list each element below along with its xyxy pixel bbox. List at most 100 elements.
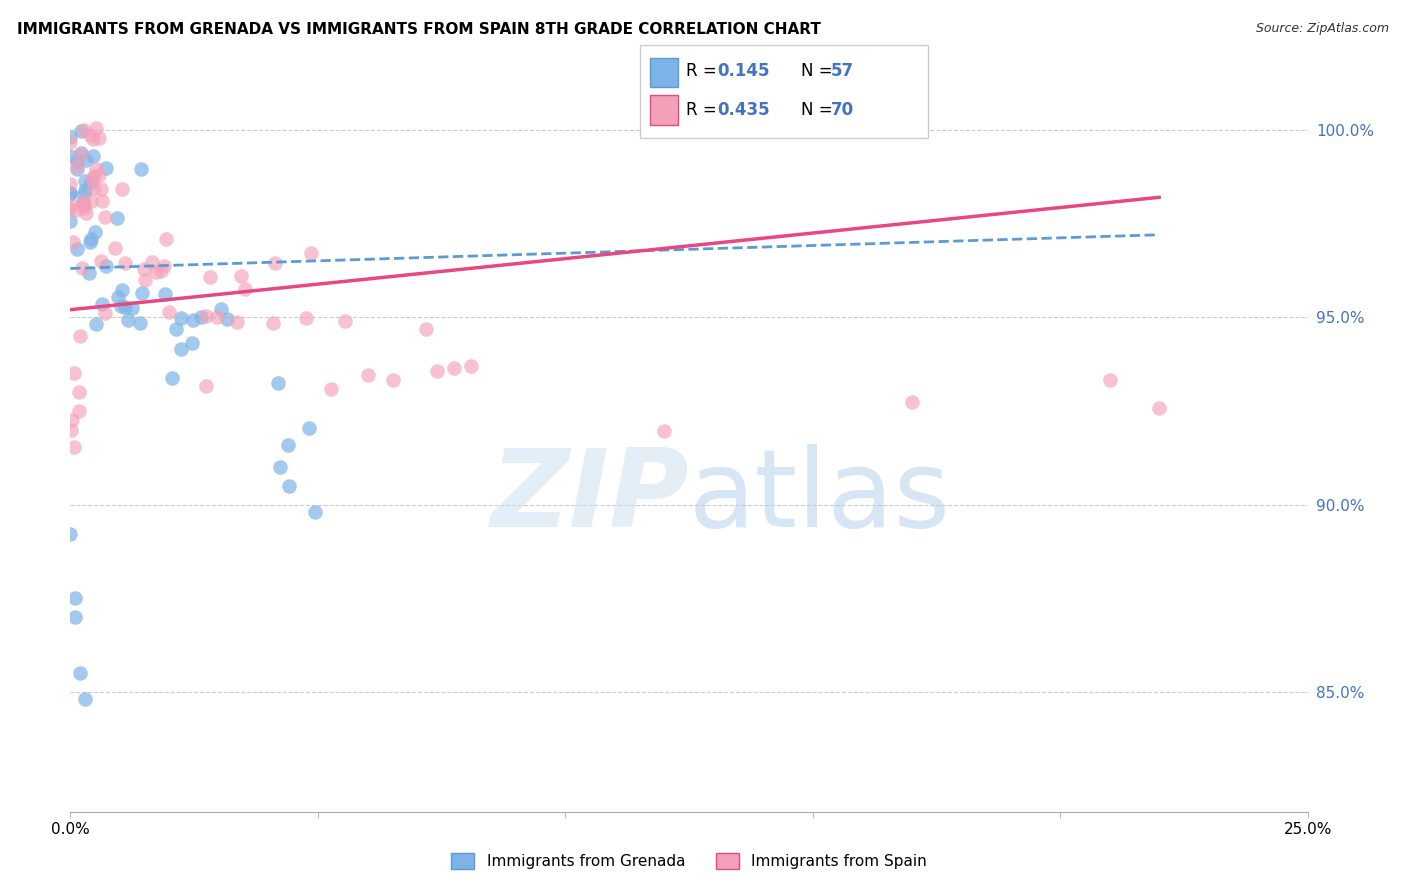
Point: [90, 182, 112, 196]
Point: [132, 262, 155, 277]
Point: [59, 198, 82, 212]
Point: [70, 147, 93, 161]
Point: [900, 395, 922, 409]
Point: [111, 182, 134, 196]
Point: [69, 124, 91, 138]
Point: [59, 177, 82, 191]
Point: [321, 382, 343, 396]
Point: [82, 149, 104, 163]
Point: [80, 194, 103, 209]
Point: [262, 316, 284, 330]
Point: [59, 135, 82, 149]
Point: [226, 315, 249, 329]
Point: [277, 438, 299, 452]
Point: [67, 404, 90, 418]
Point: [264, 256, 287, 270]
Point: [155, 232, 177, 246]
Point: [79, 128, 101, 142]
Text: IMMIGRANTS FROM GRENADA VS IMMIGRANTS FROM SPAIN 8TH GRADE CORRELATION CHART: IMMIGRANTS FROM GRENADA VS IMMIGRANTS FR…: [17, 22, 821, 37]
Point: [190, 310, 212, 325]
Point: [200, 269, 222, 284]
Point: [65, 591, 87, 606]
Point: [304, 505, 326, 519]
Point: [63, 367, 86, 381]
Point: [131, 285, 153, 300]
Point: [652, 425, 675, 439]
Point: [333, 314, 356, 328]
Text: 0.435: 0.435: [717, 101, 769, 119]
Point: [67, 385, 90, 400]
Point: [94, 161, 117, 176]
Point: [65, 203, 87, 218]
Point: [70, 146, 93, 161]
Point: [209, 301, 232, 316]
Text: atlas: atlas: [689, 444, 950, 550]
Point: [426, 364, 449, 378]
Point: [75, 692, 97, 706]
Text: N =: N =: [801, 101, 838, 119]
Point: [121, 301, 143, 315]
Point: [152, 260, 174, 274]
Point: [59, 186, 82, 201]
Point: [1147, 401, 1170, 415]
Point: [65, 242, 87, 256]
Point: [69, 666, 91, 681]
Text: Source: ZipAtlas.com: Source: ZipAtlas.com: [1256, 22, 1389, 36]
Point: [63, 440, 86, 454]
Point: [60, 413, 83, 427]
Point: [207, 310, 229, 324]
Point: [194, 309, 217, 323]
Point: [267, 376, 290, 390]
Point: [170, 310, 193, 325]
Point: [145, 265, 167, 279]
Point: [181, 312, 204, 326]
Point: [75, 153, 97, 167]
Point: [357, 368, 380, 383]
Text: N =: N =: [801, 62, 838, 80]
Point: [114, 256, 136, 270]
Text: R =: R =: [686, 62, 723, 80]
Point: [66, 161, 89, 176]
Point: [381, 374, 404, 388]
Point: [278, 479, 301, 493]
Point: [60, 423, 83, 437]
Point: [89, 168, 111, 182]
Point: [165, 322, 187, 336]
Point: [83, 169, 105, 183]
Point: [62, 235, 84, 250]
Point: [160, 371, 183, 385]
Point: [77, 266, 100, 280]
Point: [443, 361, 465, 376]
Point: [73, 202, 96, 216]
Point: [90, 297, 112, 311]
Point: [104, 241, 127, 255]
Point: [80, 175, 103, 189]
Text: R =: R =: [686, 101, 723, 119]
Point: [111, 284, 134, 298]
Point: [91, 194, 114, 208]
Point: [59, 214, 82, 228]
Point: [70, 260, 93, 275]
Point: [157, 305, 180, 319]
Point: [1098, 373, 1121, 387]
Point: [59, 187, 82, 202]
Point: [83, 225, 105, 239]
Point: [415, 322, 437, 336]
Point: [149, 264, 172, 278]
Point: [86, 161, 108, 176]
Point: [94, 306, 117, 320]
Point: [233, 282, 256, 296]
Text: 0.145: 0.145: [717, 62, 769, 80]
Point: [83, 181, 105, 195]
Point: [59, 149, 82, 163]
Point: [134, 273, 156, 287]
Point: [93, 210, 115, 224]
Point: [75, 183, 97, 197]
Point: [90, 253, 112, 268]
Point: [110, 299, 132, 313]
Point: [66, 154, 89, 169]
Point: [75, 174, 97, 188]
Text: 70: 70: [831, 101, 853, 119]
Point: [107, 290, 129, 304]
Point: [82, 131, 104, 145]
